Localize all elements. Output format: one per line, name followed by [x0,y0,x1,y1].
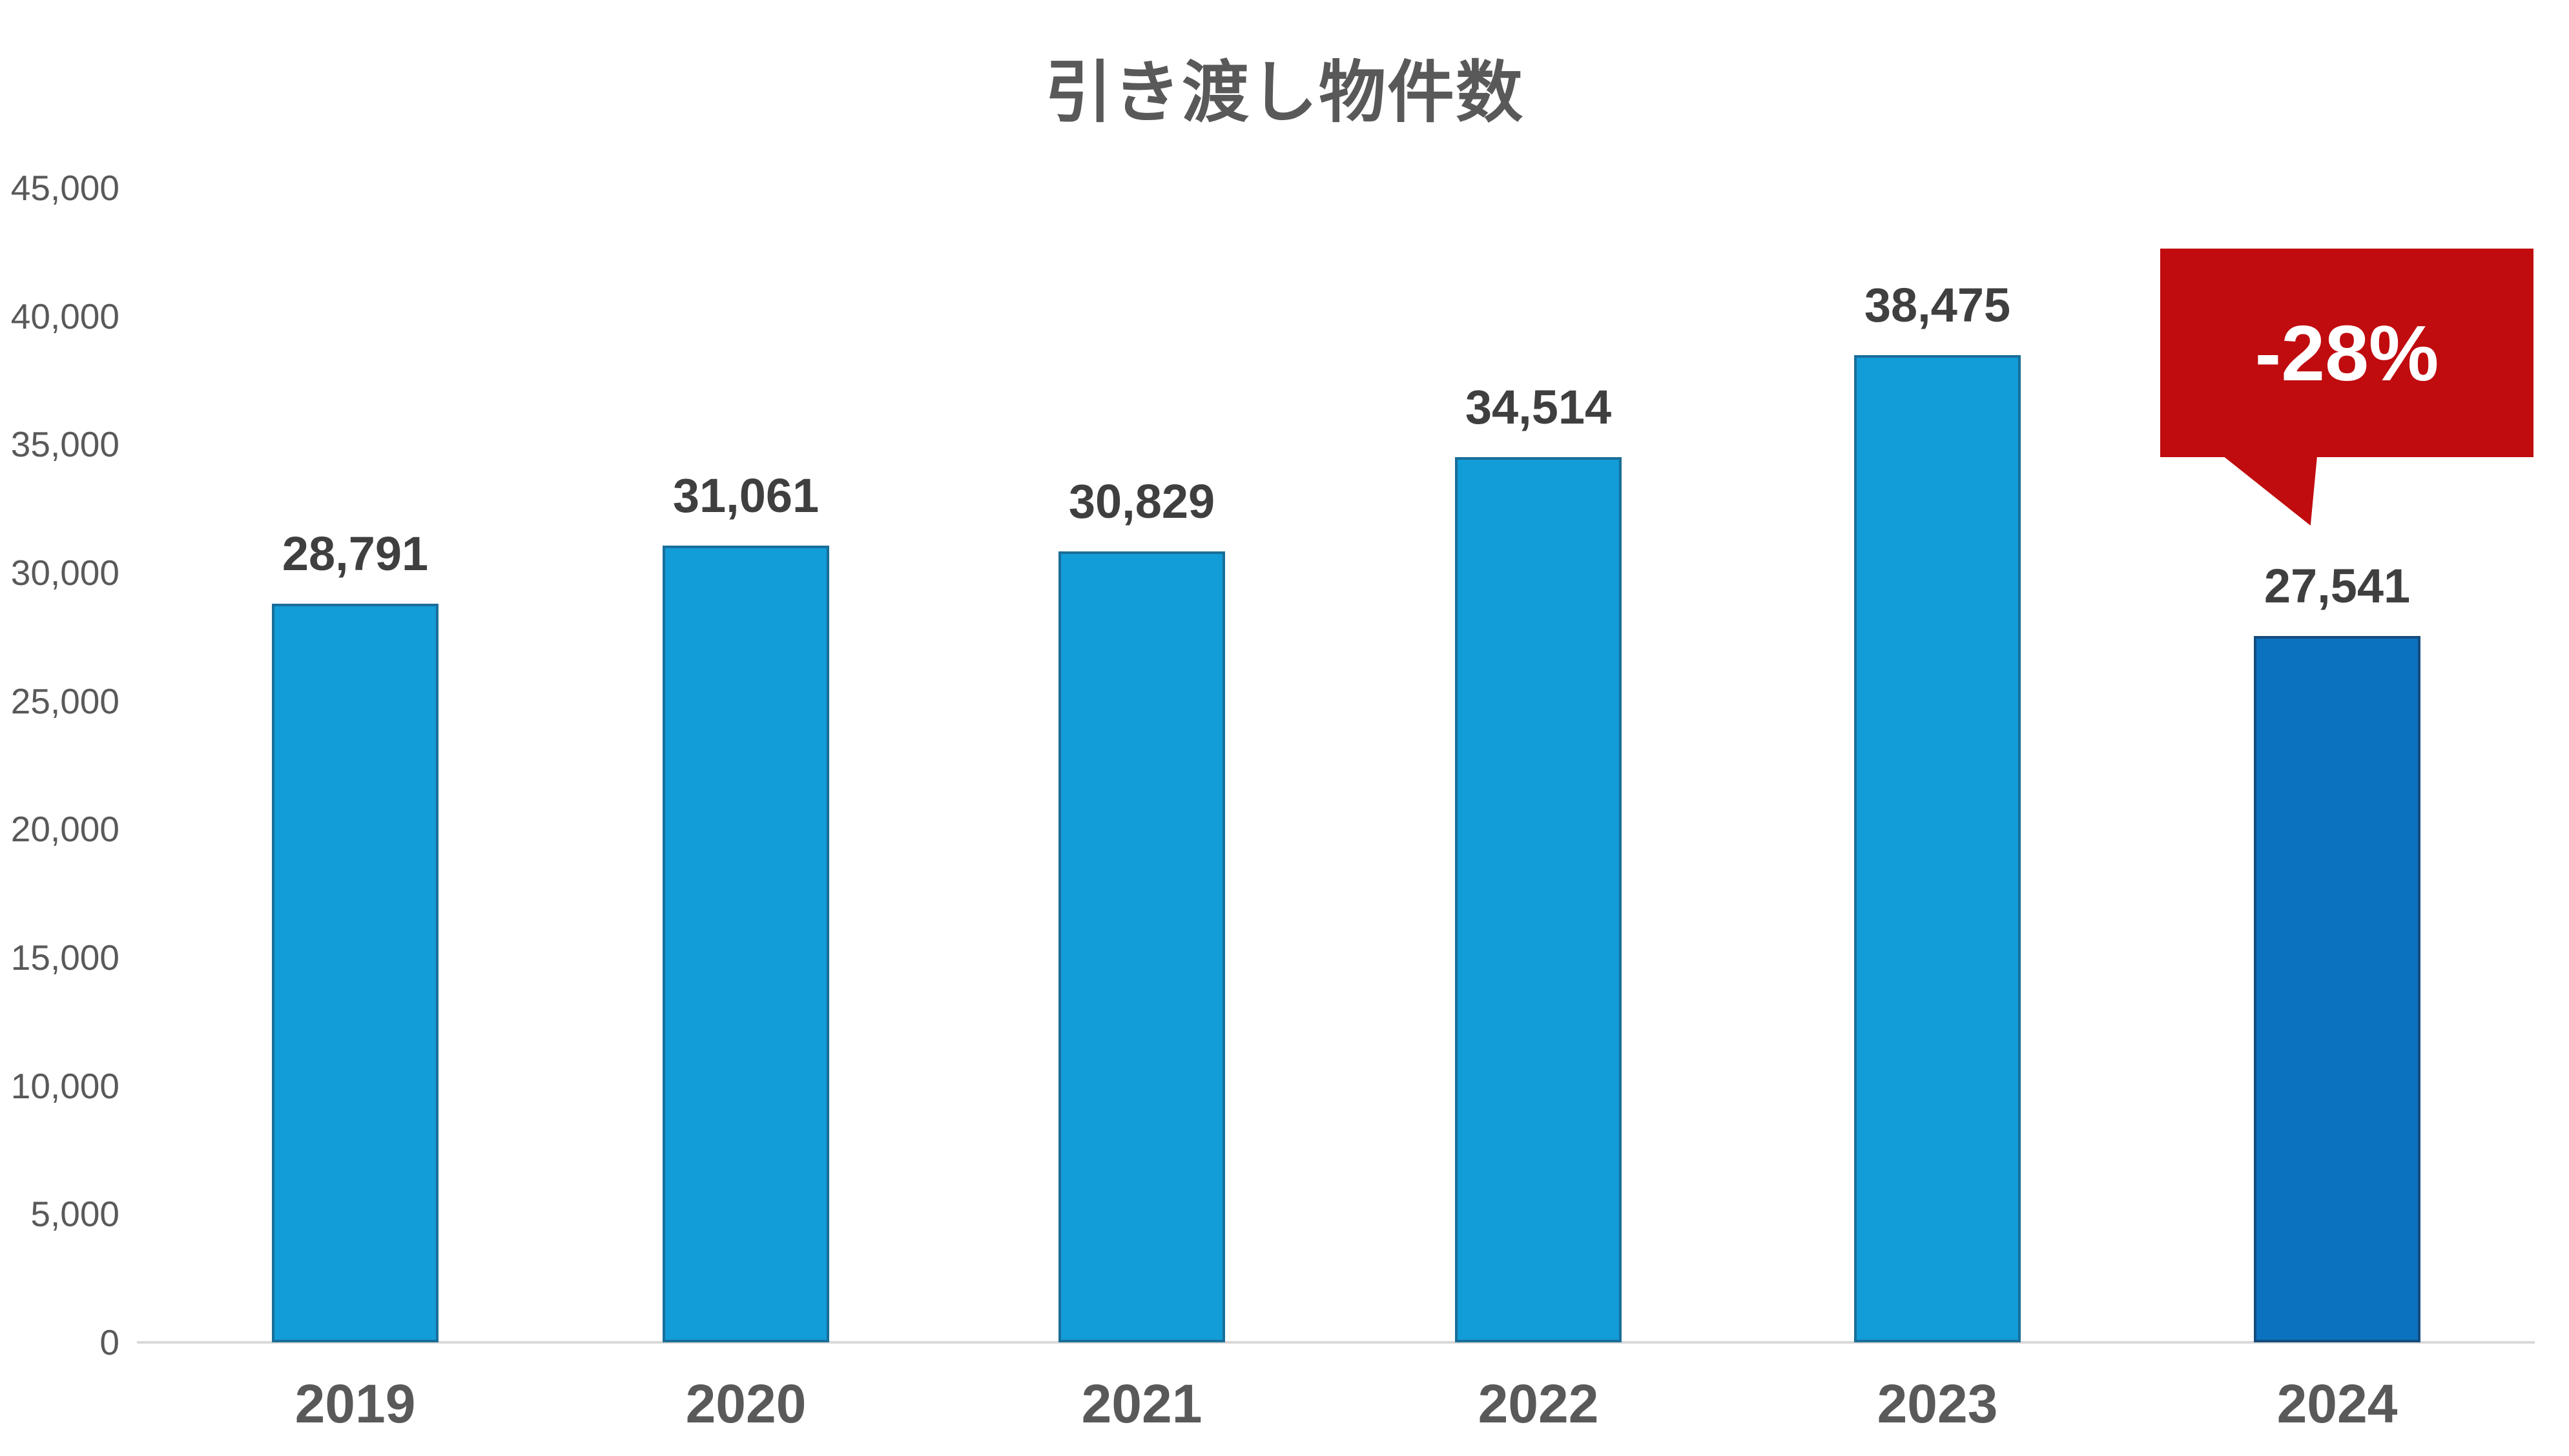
callout-tail [2223,456,2317,526]
y-tick-label-20000: 20,000 [10,809,119,850]
y-tick-label-25000: 25,000 [10,681,119,721]
callout-bubble: -28% [2160,249,2533,457]
y-tick-label-45000: 45,000 [10,168,119,208]
y-tick-label-0: 0 [99,1322,119,1362]
y-tick-label-10000: 10,000 [10,1065,119,1106]
x-axis-line [137,1341,2535,1344]
bar-2019 [272,604,438,1342]
y-tick-label-15000: 15,000 [10,938,119,978]
value-label-2024: 27,541 [2264,559,2411,613]
bar-2021 [1058,551,1225,1342]
bar-2023 [1854,355,2021,1342]
bar-2022 [1455,456,1622,1342]
x-tick-label-2024: 2024 [2276,1373,2398,1434]
bar-2024 [2254,635,2420,1342]
x-tick-label-2020: 2020 [685,1373,807,1434]
value-label-2020: 31,061 [672,468,820,522]
value-label-2023: 38,475 [1864,278,2011,333]
chart-title: 引き渡し物件数 [1044,56,1524,130]
value-label-2022: 34,514 [1465,380,1612,434]
x-tick-label-2021: 2021 [1081,1373,1202,1434]
y-tick-label-40000: 40,000 [10,296,119,336]
value-label-2019: 28,791 [282,527,429,581]
x-tick-label-2019: 2019 [294,1373,416,1434]
y-tick-label-35000: 35,000 [10,424,119,465]
x-tick-label-2023: 2023 [1877,1373,1998,1434]
x-tick-label-2022: 2022 [1478,1373,1599,1434]
y-tick-label-30000: 30,000 [10,553,119,593]
bar-2020 [663,545,829,1342]
callout-text: -28% [2254,309,2439,397]
y-tick-label-5000: 5,000 [30,1194,119,1235]
value-label-2021: 30,829 [1068,475,1215,529]
